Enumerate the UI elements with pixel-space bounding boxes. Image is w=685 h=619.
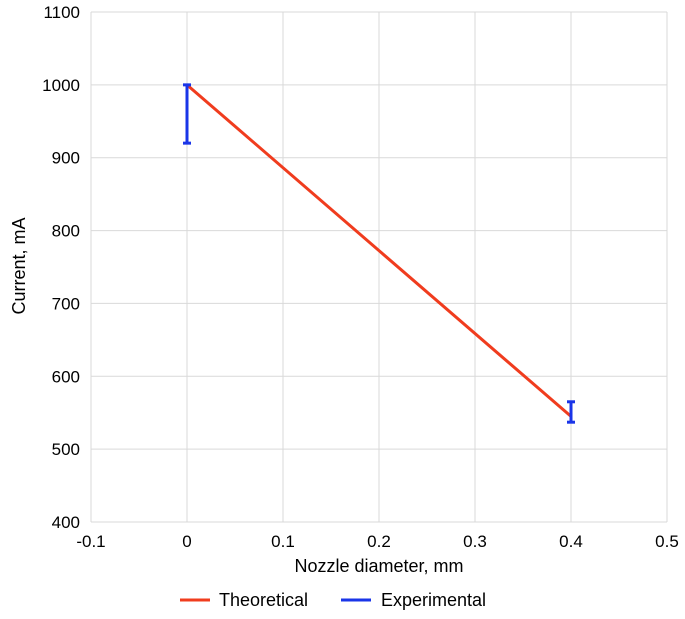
plot-series: [183, 83, 575, 424]
x-tick-label: 0: [182, 532, 191, 551]
x-tick-label: 0.2: [367, 532, 391, 551]
legend-label-theoretical: Theoretical: [219, 590, 308, 610]
y-tick-label: 1000: [42, 76, 80, 95]
grid-lines: [90, 11, 668, 523]
y-tick-label: 900: [52, 149, 80, 168]
y-tick-label: 600: [52, 367, 80, 386]
x-axis-title: Nozzle diameter, mm: [294, 556, 463, 576]
tick-labels: -0.1 0 0.1 0.2 0.3 0.4 0.5 400 500 600 700 800 900 10…: [42, 3, 679, 551]
y-tick-label: 500: [52, 440, 80, 459]
legend-label-experimental: Experimental: [381, 590, 486, 610]
experimental-error-bar: [183, 83, 191, 145]
x-tick-label: -0.1: [76, 532, 105, 551]
legend: Theoretical Experimental: [180, 590, 486, 610]
y-tick-label: 1100: [43, 3, 80, 22]
y-tick-label: 700: [52, 294, 80, 313]
x-tick-label: 0.3: [463, 532, 487, 551]
series-theoretical-line: [186, 83, 572, 418]
experimental-error-bar: [567, 400, 575, 424]
y-tick-label: 400: [52, 513, 80, 532]
x-tick-label: 0.4: [559, 532, 583, 551]
y-axis-title: Current, mA: [9, 217, 29, 314]
x-tick-label: 0.1: [271, 532, 295, 551]
y-tick-label: 800: [52, 222, 80, 241]
x-tick-label: 0.5: [655, 532, 679, 551]
